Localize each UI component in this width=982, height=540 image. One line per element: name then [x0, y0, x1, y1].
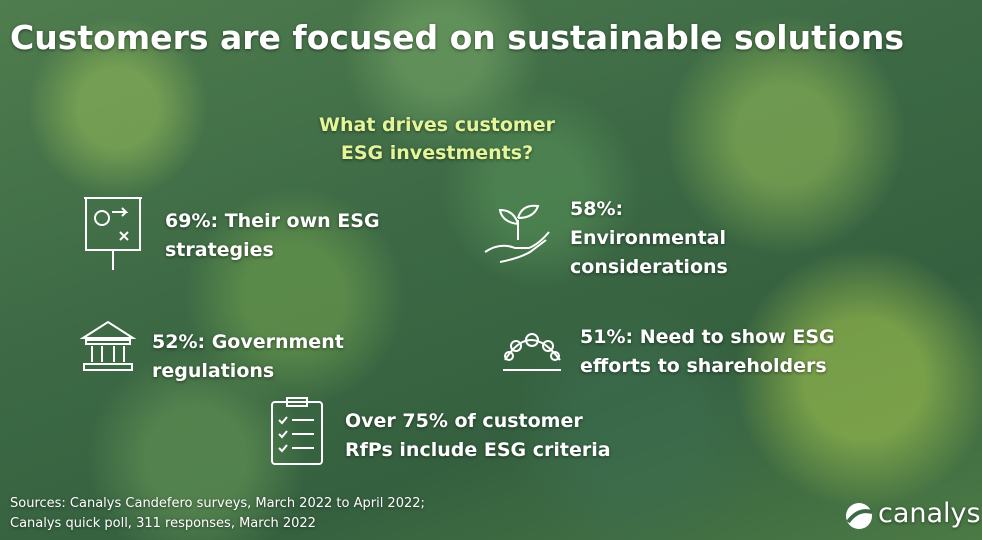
item-text: 58%: — [570, 198, 624, 220]
logo-mark — [846, 503, 873, 529]
item-text: considerations — [570, 256, 728, 278]
slide-title: Customers are focused on sustainable sol… — [10, 18, 904, 57]
shareholders-icon — [503, 333, 561, 371]
item-text: strategies — [165, 239, 274, 261]
item-text: Over 75% of customer — [345, 410, 583, 432]
logo-text: canalys — [878, 498, 981, 529]
strategy-icon — [84, 197, 142, 270]
item-text: Environmental — [570, 227, 726, 249]
item-text: RfPs include ESG criteria — [345, 439, 611, 461]
item-text: efforts to shareholders — [580, 355, 827, 377]
item-text: 51%: Need to show ESG — [580, 326, 835, 348]
item-text: regulations — [152, 360, 275, 382]
plant-icon — [484, 204, 550, 263]
item-text: 69%: Their own ESG — [165, 210, 380, 232]
question-line: ESG investments? — [340, 142, 534, 164]
item-text: 52%: Government — [152, 331, 344, 353]
question-line: What drives customer — [319, 114, 555, 136]
source-line: Canalys quick poll, 311 responses, March… — [10, 516, 316, 531]
checklist-icon — [271, 397, 323, 465]
source-line: Sources: Canalys Candefero surveys, Marc… — [10, 496, 425, 511]
government-icon — [79, 320, 137, 371]
